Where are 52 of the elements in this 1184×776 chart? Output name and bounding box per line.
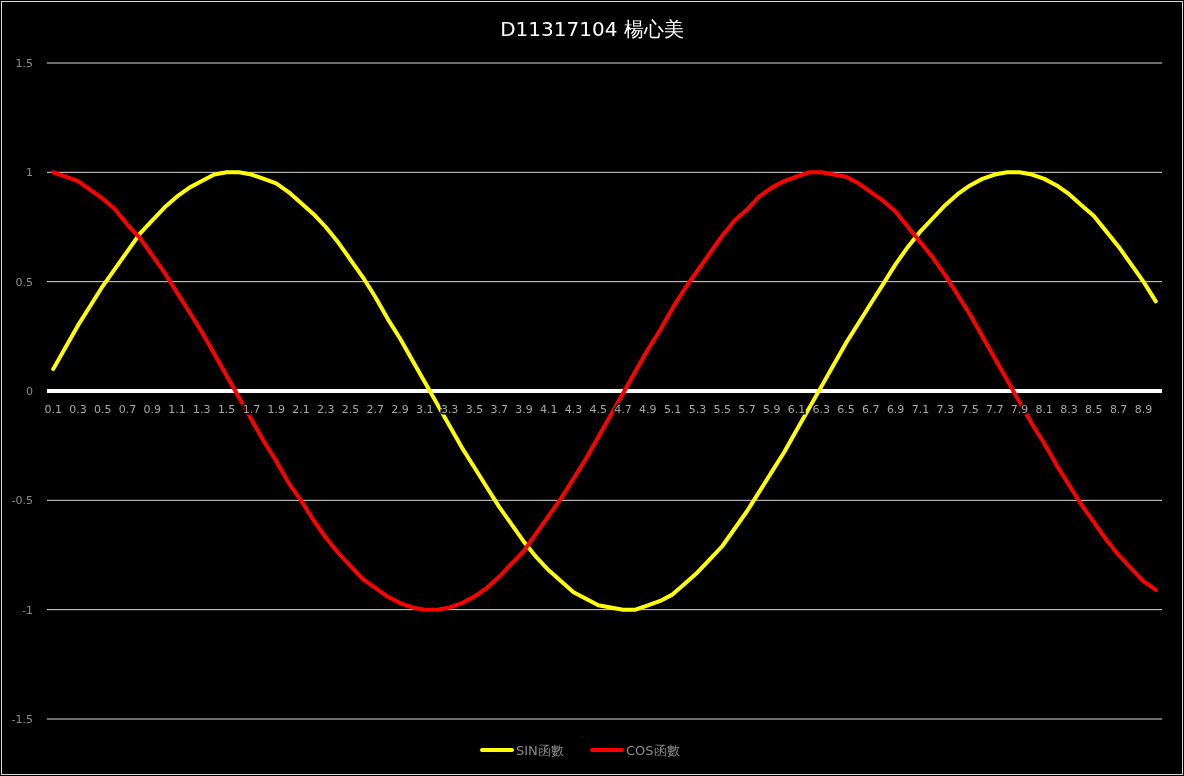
x-tick-label: 6.7: [862, 403, 880, 416]
legend-label: SIN函數: [516, 743, 564, 758]
x-tick-label: 6.3: [812, 403, 831, 416]
x-tick-label: 8.5: [1085, 403, 1103, 416]
x-tick-label: 6.9: [886, 403, 905, 416]
x-tick-label: 3.3: [440, 403, 459, 416]
y-tick-label: 1.5: [15, 57, 33, 70]
x-tick-label: 7.7: [986, 403, 1004, 416]
y-tick-label: 1: [26, 166, 33, 180]
x-tick-label: 5.9: [763, 403, 781, 416]
y-tick-label: 0: [26, 385, 33, 398]
x-tick-label: 0.9: [143, 403, 162, 416]
x-tick-label: 6.1: [787, 403, 806, 416]
x-tick-label: 7.1: [911, 403, 930, 416]
x-tick-label: 5.7: [738, 403, 756, 416]
x-tick-label: 3.5: [465, 403, 484, 416]
legend-label: COS函數: [626, 743, 680, 758]
x-tick-label: 5.1: [663, 403, 682, 416]
x-tick-label: 8.3: [1060, 403, 1078, 416]
y-tick-label: -1: [22, 603, 33, 617]
x-tick-label: 2.9: [391, 403, 409, 416]
x-tick-label: 1.3: [193, 403, 211, 416]
x-tick-label: 5.3: [688, 403, 707, 416]
x-tick-label: 2.5: [341, 403, 360, 416]
x-tick-label: 1.1: [168, 403, 186, 416]
x-tick-label: 2.7: [366, 403, 385, 416]
x-tick-label: 8.1: [1035, 403, 1054, 416]
x-tick-label: 1.9: [267, 403, 285, 416]
x-tick-label: 4.3: [564, 403, 583, 416]
x-tick-label: 0.5: [94, 403, 112, 416]
x-tick-label: 3.1: [416, 403, 434, 416]
x-tick-label: 1.5: [217, 403, 236, 416]
y-tick-label: 0.5: [15, 275, 33, 289]
x-tick-label: 4.9: [639, 403, 657, 416]
x-tick-label: 3.7: [490, 403, 508, 416]
x-tick-label: 8.9: [1134, 403, 1153, 416]
y-tick-label: -0.5: [11, 494, 33, 508]
x-tick-label: 0.1: [44, 403, 62, 416]
x-tick-label: 2.3: [317, 403, 335, 416]
x-tick-label: 7.3: [936, 403, 954, 416]
x-tick-label: 3.9: [515, 403, 533, 416]
x-tick-label: 0.3: [69, 403, 87, 416]
x-tick-label: 7.5: [961, 403, 979, 416]
x-tick-label: 0.7: [118, 403, 137, 416]
x-tick-label: 2.1: [292, 403, 310, 416]
x-tick-label: 4.5: [589, 403, 608, 416]
x-tick-label: 6.5: [837, 403, 855, 416]
x-tick-label: 8.7: [1109, 403, 1128, 416]
x-tick-label: 5.5: [713, 403, 731, 416]
y-tick-label: -1.5: [11, 713, 33, 726]
x-tick-label: 4.1: [540, 403, 558, 416]
chart-title: D11317104 楊心美: [500, 17, 684, 41]
